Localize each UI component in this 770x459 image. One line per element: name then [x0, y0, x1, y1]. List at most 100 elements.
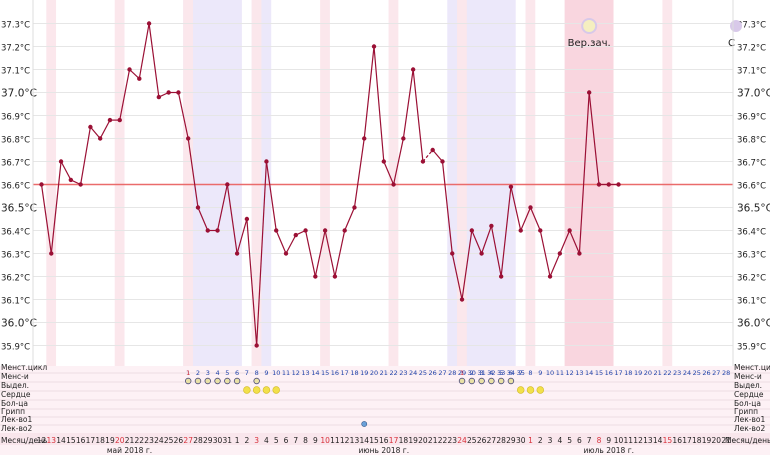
menstruation-icon	[488, 377, 495, 385]
y-tick-label-left: 37.2°C	[1, 44, 30, 54]
temperature-segment	[569, 230, 580, 254]
temperature-segment	[324, 230, 336, 277]
day-label: 12	[340, 436, 350, 445]
temperature-segment	[412, 69, 424, 162]
day-label: 28	[193, 436, 203, 445]
temperature-point	[88, 124, 93, 130]
cycle-day-label: 35	[517, 369, 525, 377]
temperature-point	[518, 228, 523, 233]
temperature-point	[39, 182, 44, 187]
menstruation-icon	[468, 377, 476, 385]
cycle-day-label: 34	[507, 369, 515, 377]
temperature-segment	[129, 69, 140, 80]
day-label: 18	[692, 436, 702, 445]
temperature-segment	[373, 46, 385, 162]
temperature-segment	[500, 186, 512, 277]
temperature-point	[430, 147, 435, 153]
temperature-point	[332, 274, 338, 279]
day-label: 3	[254, 436, 259, 445]
day-label: 17	[86, 436, 96, 445]
day-label: 5	[567, 436, 572, 445]
day-label: 22	[438, 436, 448, 445]
weekend-band	[114, 0, 125, 366]
cycle-day-label: 10	[546, 369, 554, 377]
y-tick-label-left: 36.9°C	[1, 113, 30, 123]
day-label: 4	[264, 436, 269, 445]
cycle-day-label: 15	[321, 369, 329, 377]
temperature-point	[78, 182, 83, 187]
cycle-day-label: 4	[215, 369, 219, 377]
month-label: май 2018 г.	[107, 446, 152, 455]
temperature-point	[450, 251, 455, 256]
temperature-point	[322, 228, 328, 233]
temperature-segment	[490, 225, 502, 277]
cycle-day-label: 7	[519, 369, 523, 377]
temperature-segment	[226, 184, 238, 254]
temperature-segment	[246, 218, 258, 346]
day-label: 17	[682, 436, 692, 445]
temperature-point	[606, 182, 611, 187]
day-label: 6	[284, 436, 289, 445]
temperature-segment	[588, 92, 600, 185]
temperature-segment	[89, 126, 101, 139]
temperature-point	[557, 251, 563, 256]
day-label: 20	[712, 436, 722, 445]
y-tick-label-left: 36.5°C	[1, 203, 37, 215]
temperature-segment	[334, 230, 346, 277]
menstruation-icon	[233, 377, 241, 385]
y-tick-label-right: 35.9°C	[737, 343, 766, 353]
temperature-point	[577, 251, 582, 256]
temperature-segment	[177, 92, 189, 139]
temperature-segment	[314, 230, 326, 277]
cycle-day-label: 30	[468, 369, 476, 377]
day-label: 12	[633, 436, 643, 445]
temperature-point	[342, 228, 347, 233]
cycle-day-label: 5	[499, 369, 503, 377]
day-label: 6	[577, 436, 582, 445]
temperature-point	[459, 297, 465, 302]
day-label: 19	[105, 436, 115, 445]
temperature-point	[313, 274, 318, 279]
fertile-band	[564, 0, 614, 366]
temperature-point	[137, 76, 142, 81]
cycle-day-label: 21	[653, 369, 661, 377]
temperature-segment	[99, 119, 111, 139]
day-label: 1	[235, 436, 240, 445]
day-label: 22	[135, 436, 145, 445]
menstruation-icon	[194, 377, 202, 385]
row-label-left: Лек-во1	[1, 415, 32, 424]
temperature-point	[234, 251, 240, 256]
cycle-day-label: 9	[538, 369, 542, 377]
day-label: 11	[624, 436, 634, 445]
cycle-day-label: 13	[575, 369, 583, 377]
temperature-point	[186, 136, 191, 141]
conception-icon	[581, 18, 598, 34]
temperature-point	[127, 67, 132, 72]
day-label: 26	[174, 436, 184, 445]
day-label: 13	[643, 436, 653, 445]
temperature-point	[97, 136, 103, 141]
temperature-segment	[256, 161, 268, 346]
cycle-day-label: 13	[301, 369, 309, 377]
y-tick-label-right: 36.6°C	[737, 182, 766, 192]
temperature-point	[303, 228, 308, 233]
y-tick-label-right: 36.3°C	[737, 251, 766, 261]
temperature-segment	[60, 161, 72, 181]
temperature-segment	[236, 218, 248, 254]
day-label: 15	[66, 436, 76, 445]
row-label-left: Грипп	[1, 407, 25, 416]
day-label: 20	[418, 436, 428, 445]
day-label: 18	[399, 436, 409, 445]
temperature-segment	[392, 138, 404, 185]
temperature-point	[195, 205, 201, 210]
cycle-day-label: 24	[683, 369, 691, 377]
temperature-segment	[471, 230, 483, 254]
cycle-day-label: 4	[489, 369, 493, 377]
temperature-point	[283, 251, 289, 256]
cycle-day-label: 15	[595, 369, 603, 377]
cycle-day-label: 22	[389, 369, 397, 377]
row-label-right: Менс-и	[734, 372, 762, 381]
temperature-point	[469, 228, 475, 233]
row-label-right: Бол-ца	[734, 399, 761, 408]
date-row	[0, 433, 770, 445]
